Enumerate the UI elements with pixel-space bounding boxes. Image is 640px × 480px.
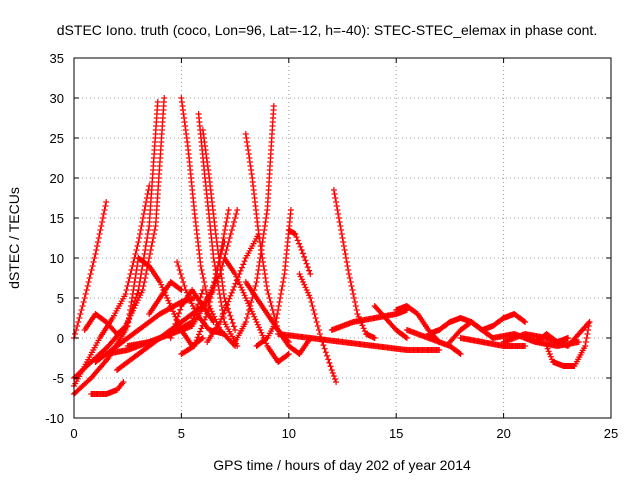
y-tick-label: 0: [57, 331, 64, 346]
y-tick-label: 5: [57, 291, 64, 306]
series-5-points: [81, 255, 142, 337]
x-axis-title: GPS time / hours of day 202 of year 2014: [213, 457, 471, 473]
series-39-points: [543, 319, 593, 369]
series-32-points: [403, 327, 464, 357]
x-tick-label: 10: [282, 426, 296, 441]
plot-frame: [73, 57, 612, 419]
series-22-points: [221, 255, 292, 365]
series-19: [204, 231, 262, 345]
series-26: [296, 271, 340, 385]
series-36-points: [479, 311, 529, 333]
x-tick-label: 25: [604, 426, 618, 441]
series-5: [81, 255, 142, 337]
series-15-points: [178, 95, 239, 349]
series-25: [285, 227, 314, 277]
series-18-points: [178, 239, 228, 357]
series-36: [479, 311, 529, 333]
x-tick-label: 20: [496, 426, 510, 441]
axis-ticks: 0 5 10 15 20 25 -10 -5 0 5 10 15 20 25 30 35: [45, 51, 618, 441]
series-12: [146, 279, 185, 317]
grid: [74, 58, 611, 418]
series-22: [221, 255, 292, 365]
series-24: [253, 207, 294, 349]
series-30: [371, 303, 410, 341]
x-tick-label: 15: [389, 426, 403, 441]
series-28: [275, 331, 443, 353]
series-12-points: [146, 279, 185, 317]
series-25-points: [285, 227, 314, 277]
x-tick-label: 5: [178, 426, 185, 441]
series-32: [403, 327, 464, 357]
series-27: [330, 187, 378, 341]
data-series: [71, 95, 593, 397]
y-tick-label: -10: [45, 411, 64, 426]
series-21-points: [232, 103, 277, 345]
series-15: [178, 95, 239, 349]
x-tick-label: 0: [70, 426, 77, 441]
chart-title: dSTEC Iono. truth (coco, Lon=96, Lat=-12…: [57, 22, 597, 38]
series-35-points: [457, 335, 529, 349]
series-30-points: [371, 303, 410, 341]
series-35: [457, 335, 529, 349]
series-21: [232, 103, 277, 345]
series-18: [178, 239, 228, 357]
y-tick-label: 25: [50, 131, 64, 146]
y-tick-label: 15: [50, 211, 64, 226]
y-tick-label: -5: [52, 371, 64, 386]
series-13-points: [167, 287, 217, 341]
y-tick-label: 35: [50, 51, 64, 66]
y-tick-label: 30: [50, 91, 64, 106]
series-26-points: [296, 271, 340, 385]
series-6-points: [88, 379, 127, 397]
y-tick-label: 20: [50, 171, 64, 186]
y-tick-label: 10: [50, 251, 64, 266]
series-19-points: [204, 231, 262, 345]
y-axis-title: dSTEC / TECUs: [6, 187, 22, 289]
series-27-points: [330, 187, 378, 341]
series-24-points: [253, 207, 294, 349]
series-40-points: [522, 331, 571, 345]
series-13: [167, 287, 217, 341]
series-6: [88, 379, 127, 397]
series-28-points: [275, 331, 443, 353]
series-39: [543, 319, 593, 369]
series-40: [522, 331, 571, 345]
